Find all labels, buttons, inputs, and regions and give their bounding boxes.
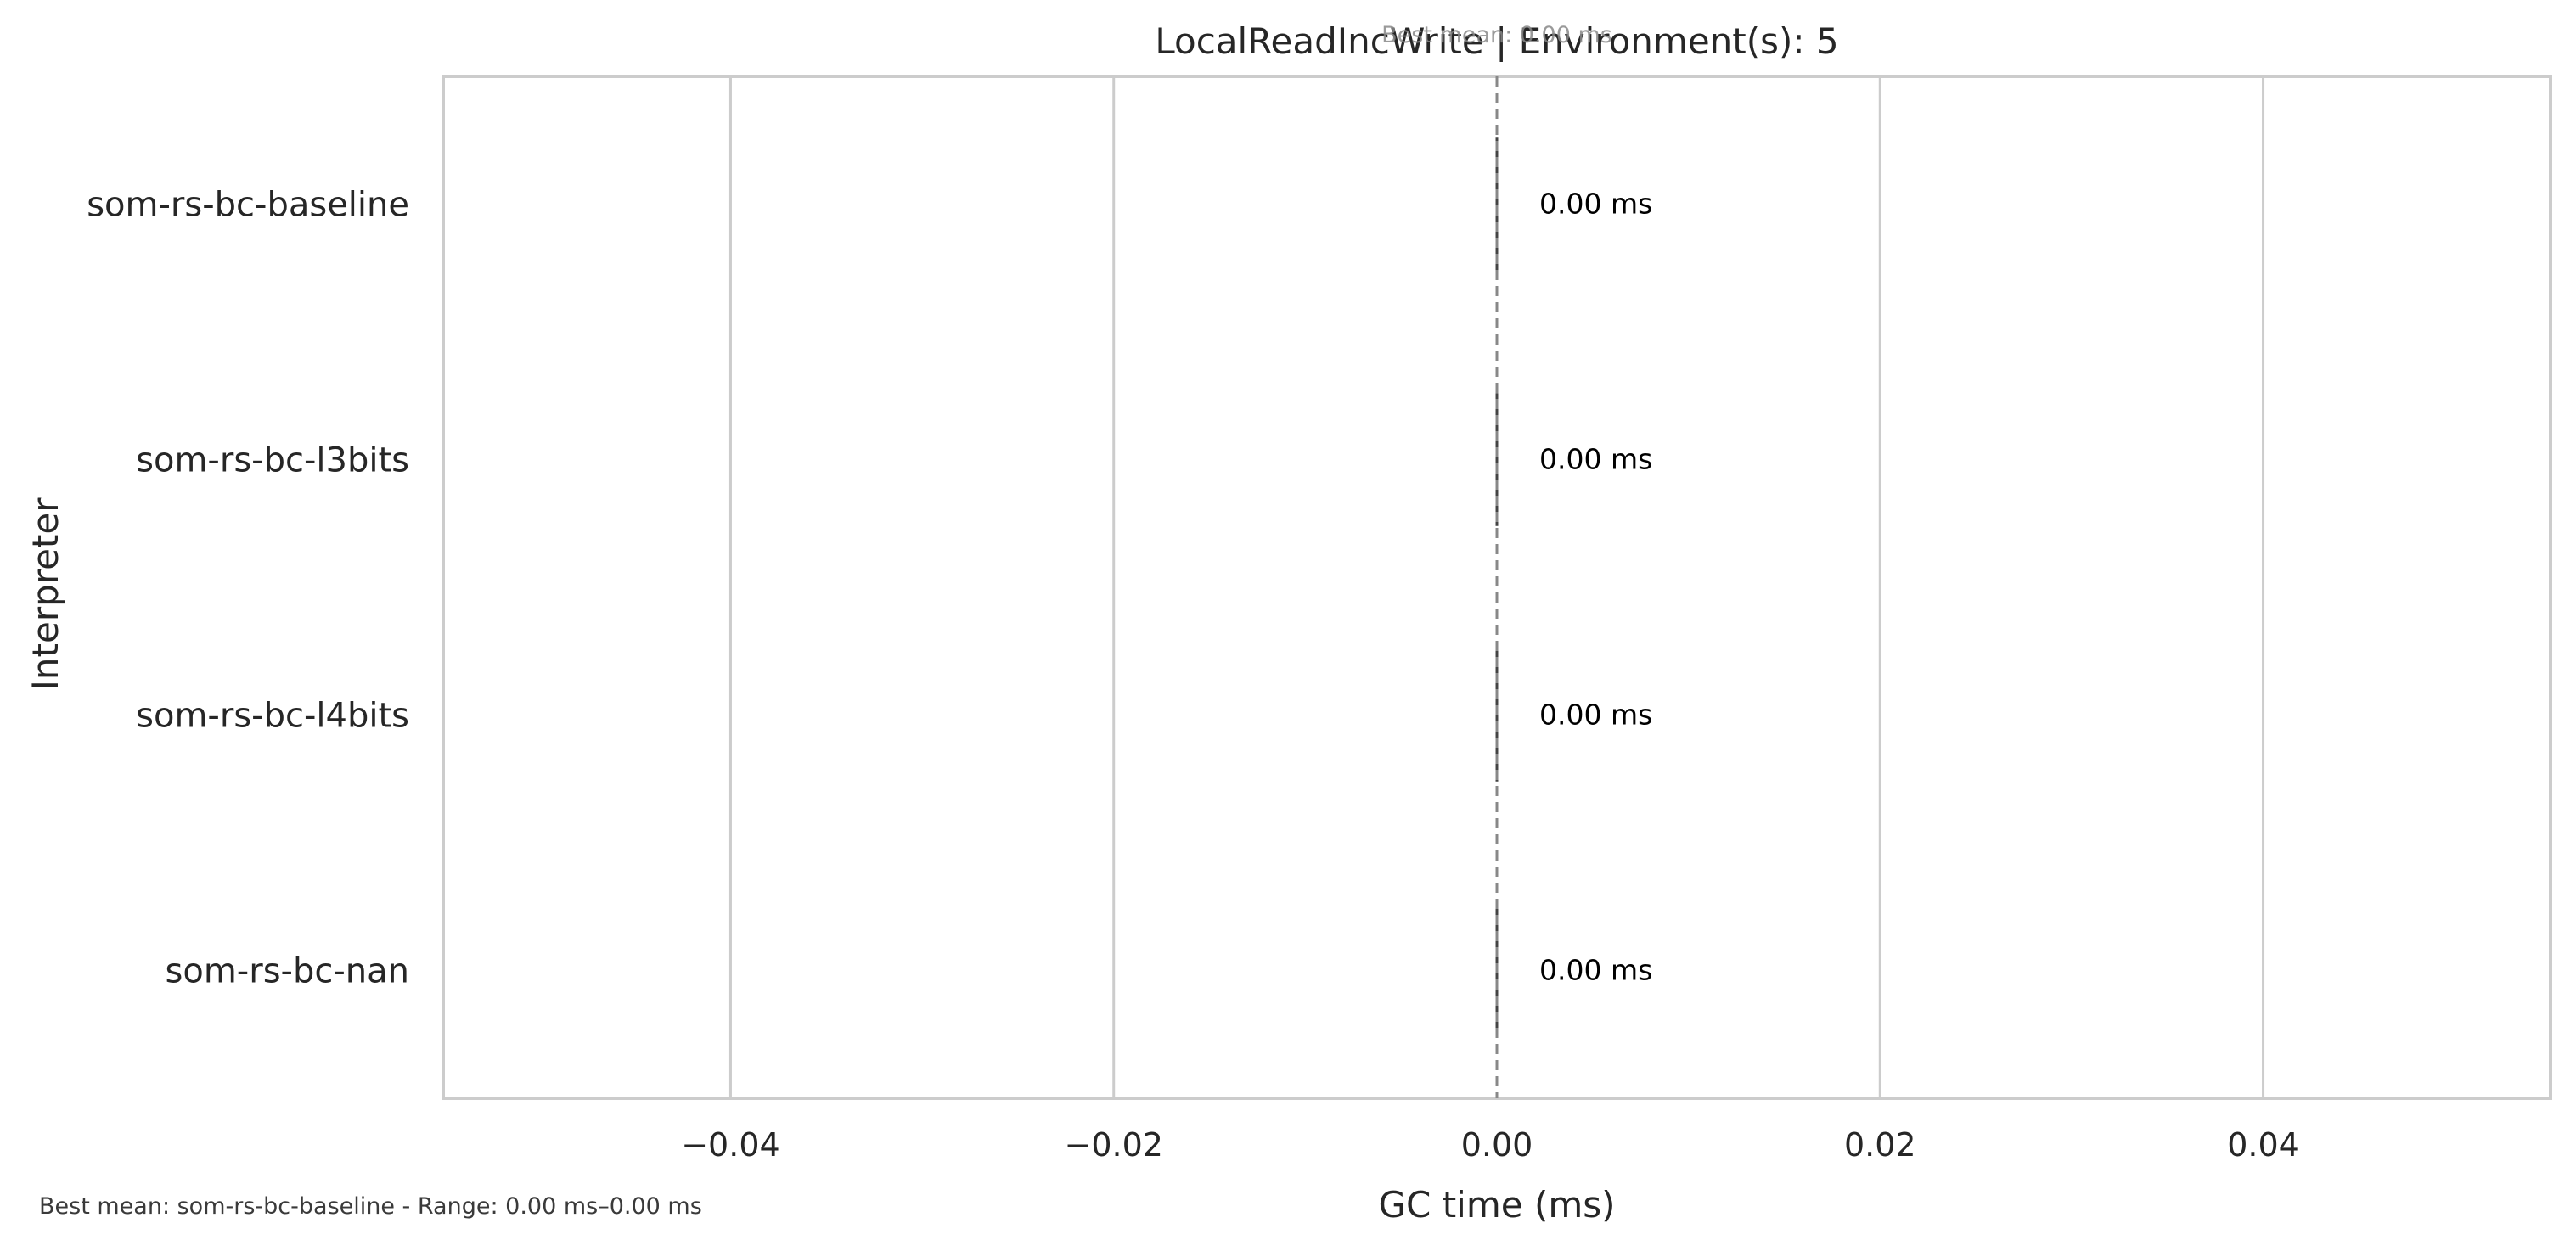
bar-1 <box>1495 393 1499 526</box>
value-label-0: 0.00 ms <box>1539 188 1652 221</box>
value-labels: 0.00 ms 0.00 ms 0.00 ms 0.00 ms <box>1539 188 1652 987</box>
chart-title: LocalReadIncWrite | Environment(s): 5 <box>1155 20 1838 62</box>
y-tick-labels: som-rs-bc-baseline som-rs-bc-l3bits som-rs… <box>87 186 409 991</box>
x-tick-label-1: −0.02 <box>1065 1126 1163 1164</box>
bar-0 <box>1495 137 1499 271</box>
value-label-3: 0.00 ms <box>1539 954 1652 987</box>
y-axis-label: Interpreter <box>25 497 66 691</box>
y-tick-label-0: som-rs-bc-baseline <box>87 186 409 225</box>
x-tick-label-3: 0.02 <box>1844 1126 1916 1164</box>
value-label-2: 0.00 ms <box>1539 698 1652 732</box>
x-axis-label: GC time (ms) <box>1378 1184 1615 1226</box>
x-tick-labels: −0.04 −0.02 0.00 0.02 0.04 <box>681 1126 2299 1164</box>
x-tick-label-0: −0.04 <box>681 1126 779 1164</box>
reference-line-label: Best mean: 0.00 ms <box>1381 22 1612 48</box>
y-tick-label-2: som-rs-bc-l4bits <box>136 697 409 736</box>
y-tick-label-1: som-rs-bc-l3bits <box>136 441 409 480</box>
y-tick-label-3: som-rs-bc-nan <box>166 952 409 991</box>
x-tick-label-4: 0.04 <box>2227 1126 2299 1164</box>
value-label-1: 0.00 ms <box>1539 443 1652 476</box>
x-tick-label-2: 0.00 <box>1461 1126 1533 1164</box>
best-mean-footnote: Best mean: som-rs-bc-baseline - Range: 0… <box>39 1193 702 1220</box>
grid-lines <box>728 76 2265 1098</box>
